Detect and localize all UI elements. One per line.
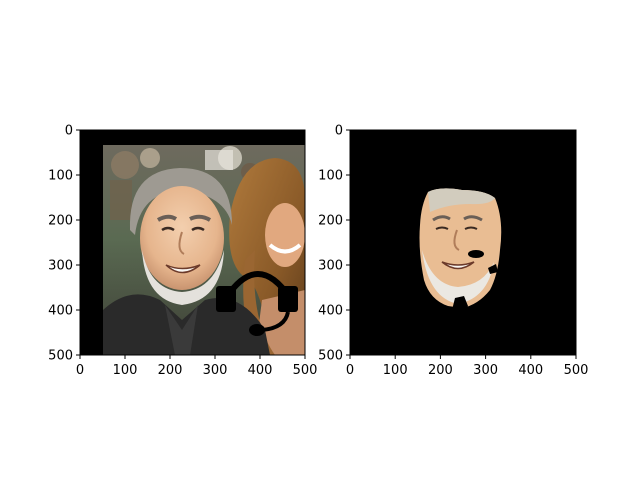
x-tick-label: 200 — [158, 363, 183, 378]
left-axes-frame — [79, 129, 306, 356]
masked-face — [419, 188, 502, 314]
left-panel: 0 100 200 300 400 500 0 100 200 300 400 500 — [48, 124, 317, 379]
y-tick-label: 500 — [48, 349, 73, 364]
x-tick-label: 300 — [473, 363, 498, 378]
y-tick-label: 0 — [335, 124, 343, 139]
left-image — [80, 130, 305, 355]
x-tick-label: 400 — [248, 363, 273, 378]
x-tick-label: 200 — [428, 363, 453, 378]
x-tick-label: 400 — [518, 363, 543, 378]
y-tick-label: 200 — [318, 214, 343, 229]
x-tick-label: 100 — [383, 363, 408, 378]
right-y-axis: 0 100 200 300 400 500 — [318, 124, 350, 364]
x-tick-label: 500 — [293, 363, 318, 378]
right-axes-frame — [349, 129, 577, 356]
y-tick-label: 300 — [48, 259, 73, 274]
y-tick-label: 0 — [65, 124, 73, 139]
x-tick-label: 500 — [564, 363, 589, 378]
right-panel: 0 100 200 300 400 500 0 100 200 300 400 500 — [318, 124, 588, 379]
right-image — [350, 130, 576, 355]
headset-icon — [216, 271, 298, 336]
left-x-axis: 0 100 200 300 400 500 — [76, 355, 318, 378]
x-tick-label: 300 — [203, 363, 228, 378]
right-x-axis: 0 100 200 300 400 500 — [346, 355, 589, 378]
x-tick-label: 100 — [113, 363, 138, 378]
x-tick-label: 0 — [76, 363, 84, 378]
y-tick-label: 400 — [48, 304, 73, 319]
y-tick-label: 200 — [48, 214, 73, 229]
y-tick-label: 500 — [318, 349, 343, 364]
x-tick-label: 0 — [346, 363, 354, 378]
y-tick-label: 100 — [318, 169, 343, 184]
y-tick-label: 300 — [318, 259, 343, 274]
y-tick-label: 100 — [48, 169, 73, 184]
left-y-axis: 0 100 200 300 400 500 — [48, 124, 80, 364]
y-tick-label: 400 — [318, 304, 343, 319]
